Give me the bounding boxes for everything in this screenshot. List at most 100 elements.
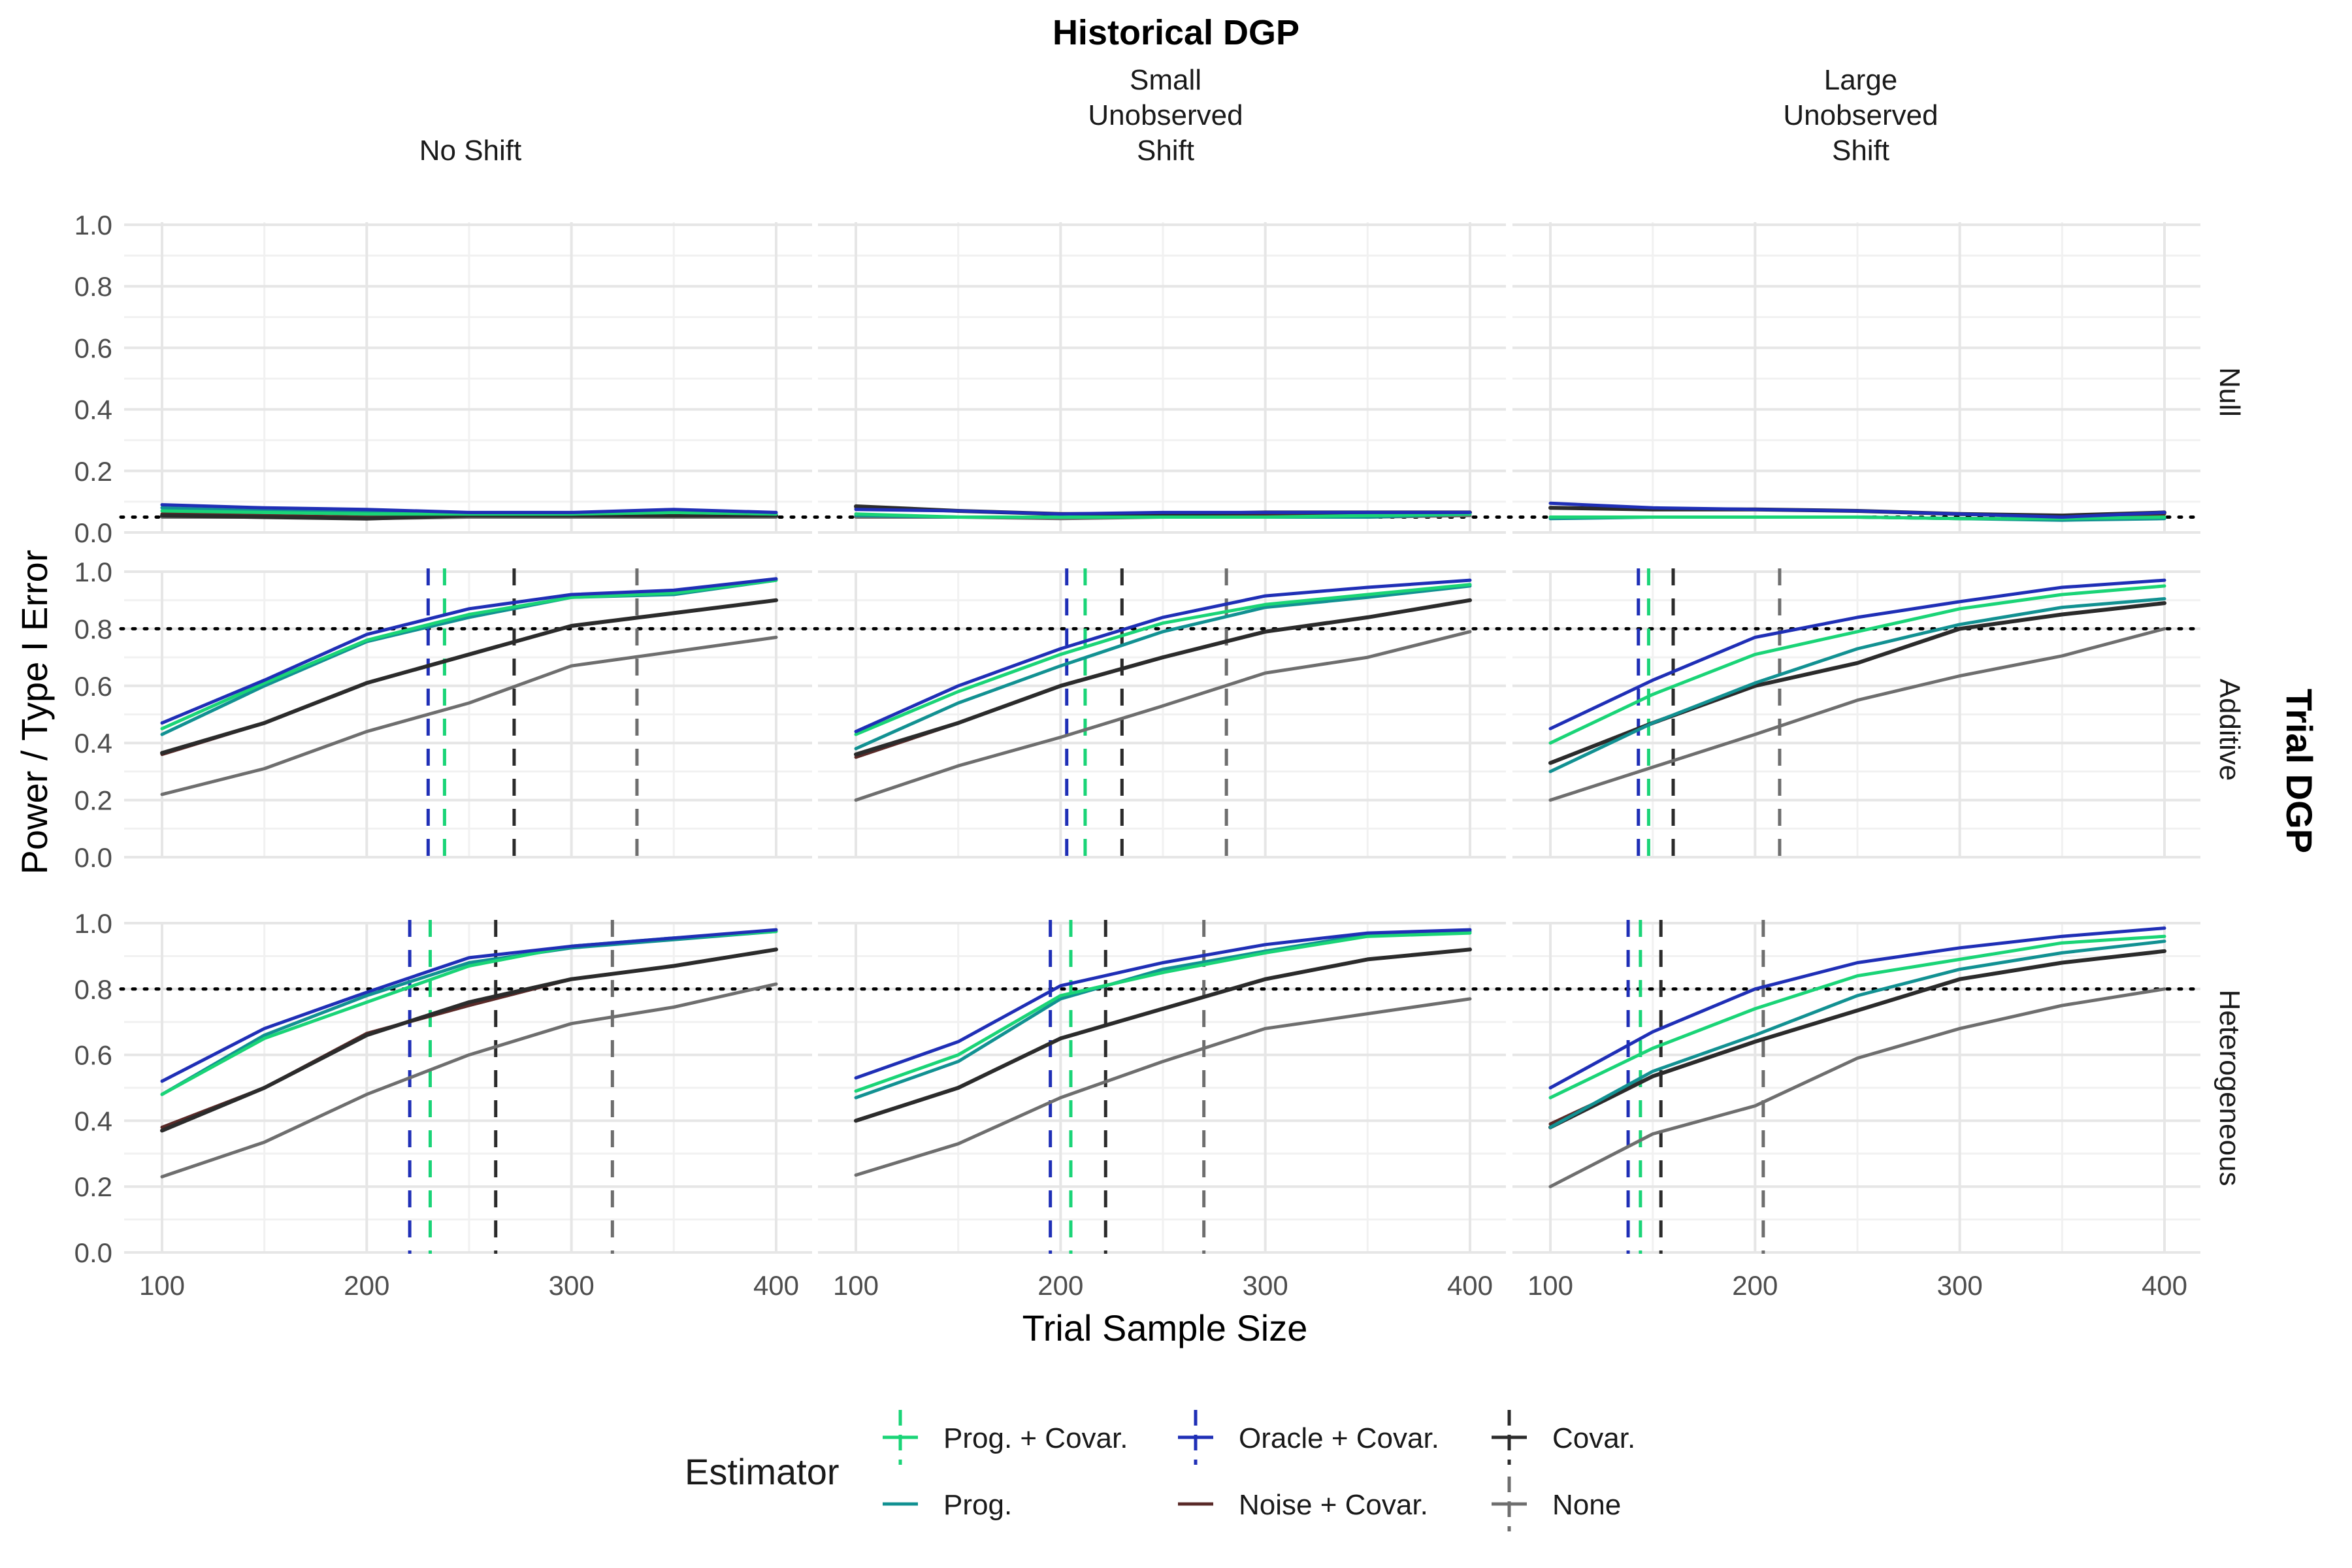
series-line-prog_covar <box>854 583 1472 736</box>
series-line-oracle_covar <box>160 577 778 725</box>
row-strip-label: Additive <box>2213 679 2246 781</box>
row-strip-label: Heterogeneous <box>2213 990 2246 1186</box>
series-line-covar <box>160 598 778 755</box>
panel: 100 200 300 400 <box>818 922 1506 1301</box>
x-tick-label: 400 <box>2142 1270 2187 1301</box>
y-axis-title: Power / Type I Error <box>14 550 55 875</box>
x-tick-label: 400 <box>753 1270 799 1301</box>
panel-series <box>1548 920 2166 1254</box>
panel-series <box>854 920 1472 1254</box>
panel-series <box>160 568 778 858</box>
column-strip-label: Shift <box>1832 135 1889 167</box>
x-tick-label: 300 <box>549 1270 595 1301</box>
legend-label: Prog. <box>943 1489 1012 1521</box>
series-line-none <box>1548 987 2166 1188</box>
series-line-prog_covar <box>854 512 1472 519</box>
legend-label: Oracle + Covar. <box>1239 1422 1439 1454</box>
y-tick-label: 0.6 <box>74 1040 112 1071</box>
x-tick-label: 400 <box>1447 1270 1493 1301</box>
series-line-none <box>854 630 1472 802</box>
series-line-none <box>160 982 778 1179</box>
legend-entry-prog: Prog. <box>883 1489 1012 1521</box>
column-strip-label: Unobserved <box>1088 99 1243 131</box>
series-line-prog_covar <box>854 931 1472 1093</box>
legend-label: Prog. + Covar. <box>943 1422 1128 1454</box>
panel <box>1512 222 2200 534</box>
y-tick-label: 1.0 <box>74 557 112 587</box>
x-tick-label: 100 <box>139 1270 185 1301</box>
x-tick-label: 100 <box>833 1270 879 1301</box>
legend-entry-none: None <box>1492 1477 1621 1531</box>
y-tick-label: 1.0 <box>74 210 112 240</box>
x-tick-label: 200 <box>344 1270 389 1301</box>
legend-entry-prog_covar: Prog. + Covar. <box>883 1410 1128 1465</box>
y-tick-label: 0.4 <box>74 728 112 759</box>
panel-series <box>854 568 1472 858</box>
y-tick-label: 0.4 <box>74 1105 112 1136</box>
labels-layer: Historical DGP Trial Sample Size Power /… <box>14 13 2320 1348</box>
series-line-prog <box>1548 939 2166 1129</box>
series-line-none <box>1548 627 2166 802</box>
panel-series <box>854 504 1472 521</box>
panel-series <box>160 920 778 1254</box>
y-tick-label: 0.8 <box>74 613 112 644</box>
y-tick-label: 0.2 <box>74 785 112 816</box>
row-facet-title: Trial DGP <box>2279 689 2320 853</box>
series-line-oracle_covar <box>1548 926 2166 1090</box>
column-strip-label: Small <box>1130 64 1201 96</box>
legend-entry-covar: Covar. <box>1492 1410 1635 1465</box>
y-tick-label: 0.8 <box>74 974 112 1005</box>
series-line-covar <box>854 947 1472 1123</box>
y-tick-label: 0.6 <box>74 333 112 363</box>
y-tick-label: 1.0 <box>74 908 112 939</box>
y-tick-label: 0.2 <box>74 1171 112 1202</box>
y-tick-label: 0.6 <box>74 671 112 702</box>
series-line-covar <box>160 947 778 1133</box>
series-line-oracle_covar <box>1548 501 2166 519</box>
y-tick-label: 0.0 <box>74 842 112 873</box>
panel: 100 200 300 400 <box>1512 922 2200 1301</box>
legend-title: Estimator <box>685 1451 840 1492</box>
series-line-oracle_covar <box>160 503 778 514</box>
x-tick-label: 200 <box>1037 1270 1083 1301</box>
legend: Estimator Prog. + Covar. Prog. Oracle + Co… <box>685 1410 1635 1531</box>
panel <box>818 570 1506 858</box>
series-line-oracle_covar <box>854 578 1472 734</box>
legend-label: Covar. <box>1552 1422 1635 1454</box>
series-line-prog_covar <box>1548 934 2166 1100</box>
y-tick-label: 0.0 <box>74 1237 112 1268</box>
column-strip-label: Shift <box>1137 135 1194 167</box>
panel: 0.0 0.2 0.4 0.6 0.8 1.0 <box>74 557 812 873</box>
series-line-oracle_covar <box>160 928 778 1083</box>
series-line-prog_covar <box>160 578 778 730</box>
panel-series <box>1548 501 2166 522</box>
y-tick-label: 0.0 <box>74 517 112 548</box>
series-line-covar <box>1548 949 2166 1130</box>
series-line-none <box>160 636 778 796</box>
panel <box>1512 570 2200 858</box>
series-line-none <box>854 997 1472 1177</box>
panel <box>818 222 1506 534</box>
legend-label: None <box>1552 1489 1621 1521</box>
panel: 0.0 0.2 0.4 0.6 0.8 1.0 <box>74 210 812 548</box>
legend-entry-oracle_covar: Oracle + Covar. <box>1178 1410 1439 1465</box>
column-strip-label: Large <box>1824 64 1898 96</box>
y-tick-label: 0.4 <box>74 395 112 425</box>
column-strip-label: No Shift <box>419 135 522 167</box>
y-tick-label: 0.2 <box>74 456 112 487</box>
series-line-prog <box>1548 597 2166 774</box>
chart-title: Historical DGP <box>1053 13 1299 52</box>
panel-series <box>160 503 778 521</box>
x-axis-title: Trial Sample Size <box>1022 1307 1308 1348</box>
legend-label: Noise + Covar. <box>1239 1489 1428 1521</box>
series-line-oracle_covar <box>854 508 1472 516</box>
series-line-oracle_covar <box>1548 578 2166 730</box>
series-line-covar <box>854 598 1472 757</box>
x-tick-label: 300 <box>1937 1270 1983 1301</box>
x-tick-label: 200 <box>1732 1270 1778 1301</box>
legend-entry-noise_covar: Noise + Covar. <box>1178 1489 1428 1521</box>
panels-layer: No ShiftSmallUnobservedShiftLargeUnobser… <box>74 64 2246 1301</box>
series-line-prog <box>854 584 1472 751</box>
y-tick-label: 0.8 <box>74 271 112 302</box>
